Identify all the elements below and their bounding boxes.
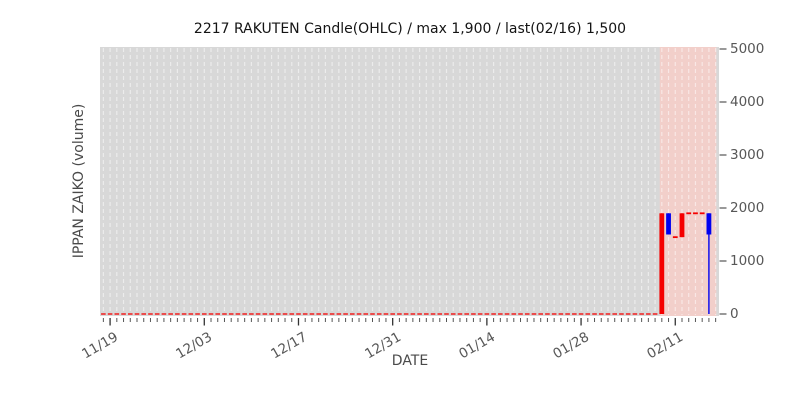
candle-02/12 (679, 213, 685, 238)
candle-02/11 (672, 236, 678, 239)
candle-02/14 (693, 212, 698, 215)
plot-background (100, 47, 719, 316)
gridlines (102, 48, 717, 315)
candle-02/10 (666, 213, 671, 235)
candle-02/13 (686, 212, 692, 215)
y-tick-label: 0 (730, 306, 739, 322)
y-tick-label: 4000 (730, 94, 765, 110)
chart-title: 2217 RAKUTEN Candle(OHLC) / max 1,900 / … (193, 21, 627, 37)
x-tick-marks (102, 318, 717, 326)
candles (659, 212, 712, 314)
candle-02/09 (659, 213, 665, 314)
y-tick-label: 2000 (730, 200, 765, 216)
y-tick-label: 5000 (730, 41, 765, 57)
candle-02/16 (706, 213, 712, 314)
y-tick-label: 3000 (730, 147, 765, 163)
y-tick-marks (719, 48, 727, 315)
candle-02/15 (699, 212, 705, 215)
y-axis-label: IPPAN ZAIKO (volume) (71, 103, 87, 259)
y-tick-label: 1000 (730, 253, 765, 269)
highlight-span (659, 47, 717, 316)
x-axis-label: DATE (391, 353, 429, 369)
